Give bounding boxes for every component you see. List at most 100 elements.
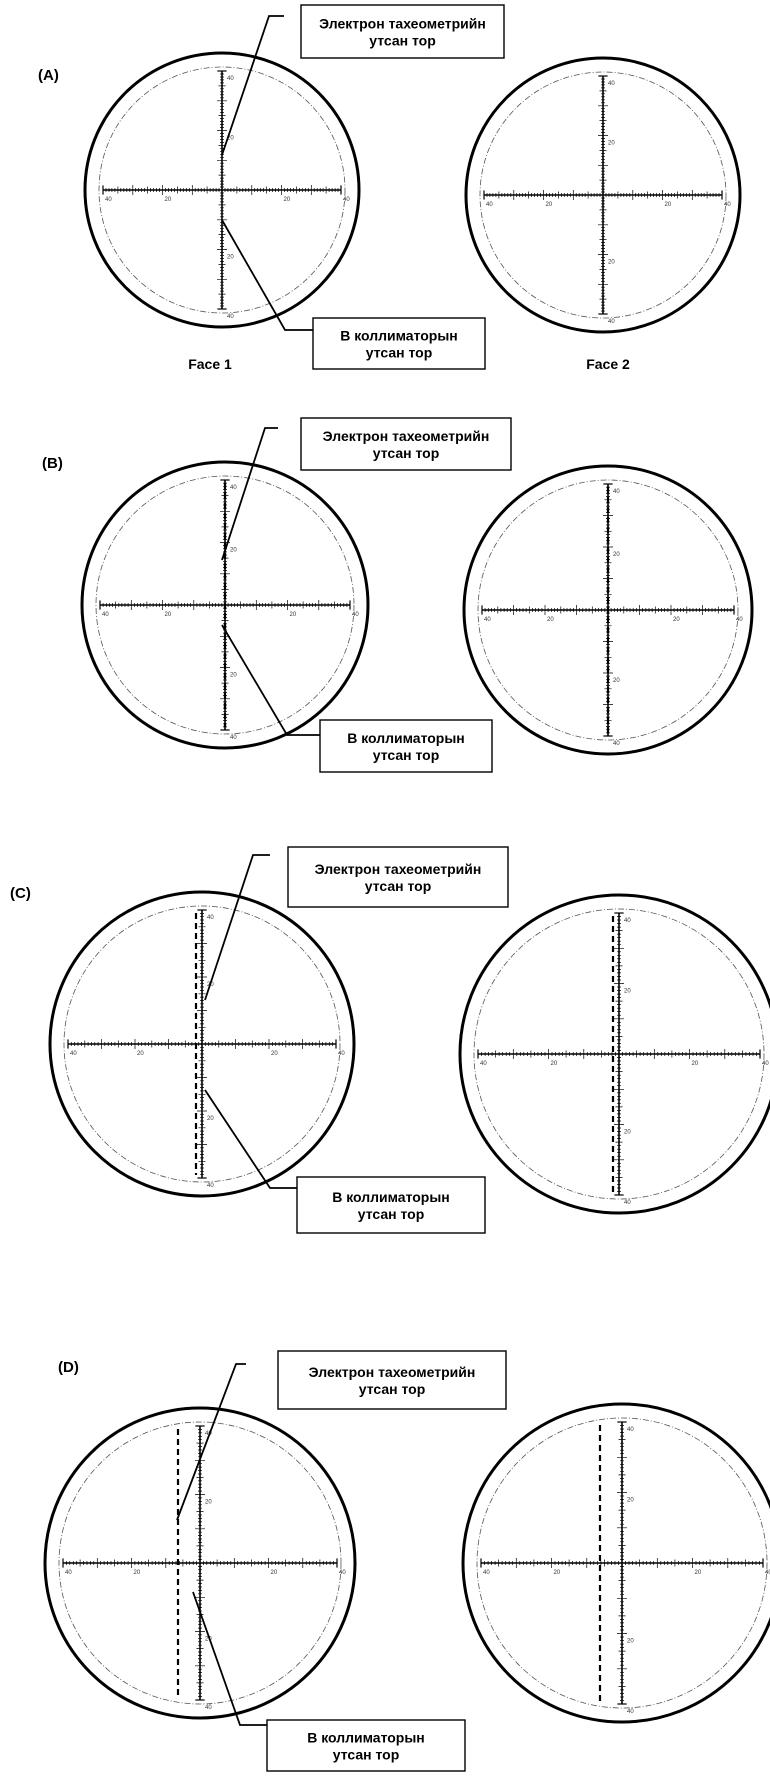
right-reticle-v-scale-label-0: 40 [613, 489, 620, 495]
panel-letter: (B) [42, 455, 63, 472]
right-reticle-v-scale-label-2: 20 [608, 260, 615, 266]
right-reticle-h-scale-label-0: 40 [486, 202, 493, 208]
right-reticle-h-scale-label-1: 20 [554, 1570, 561, 1576]
right-reticle-vertical-ticks [614, 912, 624, 1196]
right-reticle-v-scale-label-0: 40 [608, 81, 615, 87]
collimator-leader-line [221, 219, 313, 331]
panel-letter: (A) [38, 67, 59, 84]
panel-a: (A) 40 20 20 40 40 20 20 40 40 20 20 40 40 20 20 40 Элект… [38, 4, 742, 372]
right-reticle-inner-ring [476, 1417, 768, 1709]
right-reticle-v-scale-label-3: 40 [613, 741, 620, 747]
left-reticle-h-scale-label-2: 20 [290, 612, 297, 618]
right-reticle-h-scale-label-2: 20 [665, 202, 672, 208]
left-reticle-h-scale-label-1: 20 [165, 612, 172, 618]
left-reticle-inner-ring [63, 905, 341, 1183]
right-reticle-horizontal-ticks [481, 605, 735, 615]
right-reticle-vertical-ticks [598, 75, 608, 315]
right-reticle-inner-ring [473, 908, 765, 1200]
left-reticle-v-scale-label-1: 20 [205, 1500, 212, 1506]
tacheo-leader-line [176, 1363, 246, 1521]
right-reticle-vertical-ticks [617, 1421, 627, 1705]
right-reticle-h-scale-label-1: 20 [551, 1061, 558, 1067]
right-reticle-h-scale-label-0: 40 [483, 1570, 490, 1576]
right-reticle-h-scale-label-0: 40 [480, 1061, 487, 1067]
left-reticle-h-scale-label-1: 20 [165, 197, 172, 203]
left-reticle-horizontal-ticks [99, 600, 351, 610]
right-reticle-v-scale-label-1: 20 [608, 141, 615, 147]
right-reticle-horizontal-ticks [480, 1558, 764, 1568]
collimator-callout-box [319, 719, 493, 773]
right-reticle-h-scale-label-3: 40 [762, 1061, 769, 1067]
right-reticle-inner-ring [477, 479, 739, 741]
tacheo-callout-line2: утсан тор [365, 878, 432, 894]
panels-root: (A) 40 20 20 40 40 20 20 40 40 20 20 40 40 20 20 40 Элект… [10, 4, 770, 1772]
right-reticle-v-scale-label-3: 40 [624, 1200, 631, 1206]
left-reticle-v-scale-label-3: 40 [227, 314, 234, 320]
right-reticle-v-scale-label-0: 40 [624, 918, 631, 924]
collimator-callout-line1: В коллиматорын [307, 1730, 425, 1746]
right-reticle-v-scale-label-2: 20 [624, 1130, 631, 1136]
left-reticle-h-scale-label-2: 20 [271, 1051, 278, 1057]
left-reticle-vertical-ticks [197, 909, 207, 1179]
left-reticle-v-scale-label-1: 20 [230, 548, 237, 554]
left-reticle-v-scale-label-0: 40 [207, 915, 214, 921]
left-reticle-v-scale-label-3: 40 [207, 1183, 214, 1189]
tacheo-callout-line1: Электрон тахеометрийн [319, 16, 486, 32]
left-reticle-v-scale-label-1: 20 [227, 136, 234, 142]
collimator-callout-line2: утсан тор [358, 1206, 425, 1222]
left-reticle-h-scale-label-3: 40 [343, 197, 350, 203]
tacheo-callout-box [300, 417, 512, 471]
tacheo-callout-line1: Электрон тахеометрийн [315, 861, 482, 877]
left-reticle-h-scale-label-1: 20 [137, 1051, 144, 1057]
left-reticle-h-scale-label-2: 20 [271, 1570, 278, 1576]
right-reticle-v-scale-label-2: 20 [613, 678, 620, 684]
right-reticle-v-scale-label-1: 20 [613, 552, 620, 558]
left-reticle-h-scale-label-3: 40 [338, 1051, 345, 1057]
left-reticle-h-scale-label-1: 20 [134, 1570, 141, 1576]
collimator-callout-line1: В коллиматорын [340, 328, 458, 344]
left-reticle-h-scale-label-3: 40 [339, 1570, 346, 1576]
tacheo-leader-line [221, 427, 278, 561]
left-reticle-v-scale-label-2: 20 [205, 1637, 212, 1643]
panel-d: (D)40202040402020404020204040202040Элект… [43, 1350, 770, 1772]
left-reticle-v-scale-label-3: 40 [205, 1705, 212, 1711]
left-reticle-v-scale-label-0: 40 [227, 76, 234, 82]
right-reticle-h-scale-label-2: 20 [695, 1570, 702, 1576]
collimator-callout-line2: утсан тор [373, 747, 440, 763]
tacheo-callout-box [277, 1350, 507, 1410]
left-reticle-inner-ring [98, 66, 346, 314]
right-reticle-inner-ring [479, 71, 727, 319]
left-reticle-v-scale-label-2: 20 [227, 255, 234, 261]
right-reticle-h-scale-label-2: 20 [673, 617, 680, 623]
panel-b: (B) 40 20 20 40 40 20 20 40 40 20 20 40 40 20 20 40 Элект… [42, 417, 754, 773]
left-reticle-h-scale-label-0: 40 [105, 197, 112, 203]
collimator-callout-box [266, 1719, 466, 1772]
left-reticle-h-scale-label-0: 40 [65, 1570, 72, 1576]
tacheo-leader-line [221, 15, 284, 156]
left-reticle-v-scale-label-2: 20 [207, 1116, 214, 1122]
right-reticle-v-scale-label-0: 40 [627, 1427, 634, 1433]
right-reticle-v-scale-label-3: 40 [608, 319, 615, 325]
tacheo-leader-line [204, 854, 270, 1001]
right-reticle-h-scale-label-3: 40 [724, 202, 731, 208]
left-reticle-inner-ring [58, 1421, 342, 1705]
tacheo-callout-box [300, 4, 505, 59]
left-reticle-h-scale-label-0: 40 [102, 612, 109, 618]
face-1-label: Face 1 [188, 356, 232, 372]
left-reticle-v-scale-label-2: 20 [230, 673, 237, 679]
right-reticle-h-scale-label-2: 20 [692, 1061, 699, 1067]
right-reticle-h-scale-label-1: 20 [546, 202, 553, 208]
collimator-callout-box [312, 317, 486, 370]
left-reticle-horizontal-ticks [62, 1558, 338, 1568]
right-reticle-v-scale-label-1: 20 [624, 989, 631, 995]
right-reticle-v-scale-label-1: 20 [627, 1498, 634, 1504]
tacheo-callout-line2: утсан тор [369, 33, 436, 49]
tacheo-callout-line1: Электрон тахеометрийн [323, 428, 490, 444]
right-reticle-horizontal-ticks [477, 1049, 761, 1059]
panel-letter: (D) [58, 1359, 79, 1376]
collimator-leader-line [204, 1089, 297, 1189]
tacheo-callout-line1: Электрон тахеометрийн [309, 1364, 476, 1380]
left-reticle-h-scale-label-2: 20 [284, 197, 291, 203]
